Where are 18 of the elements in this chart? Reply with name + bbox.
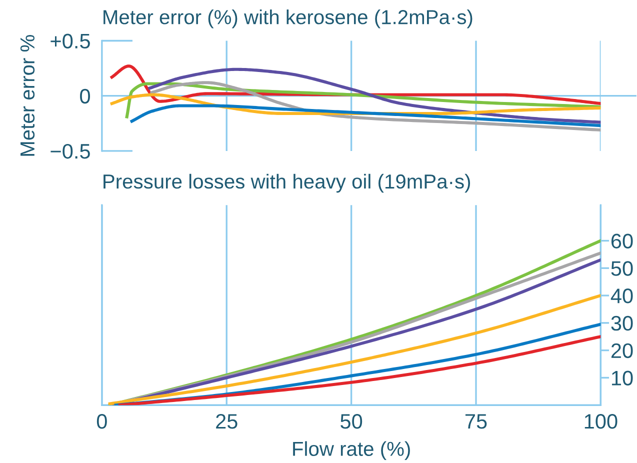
chart-title: Pressure losses with heavy oil (19mPa·s): [104, 174, 470, 193]
x-tick-label: 50: [340, 414, 362, 429]
x-tick-label: 100: [584, 414, 618, 429]
x-tick-label: 75: [465, 414, 487, 429]
chart-title: Meter error (%) with kerosene (1.2mPa·s): [104, 9, 472, 28]
y-tick-label: 40: [610, 288, 633, 304]
x-tick-label: 25: [216, 414, 238, 429]
y-axis-title: Meter error %: [20, 35, 35, 156]
y-tick-label: 0: [80, 88, 90, 104]
y-tick-label: +0.5: [50, 34, 90, 48]
x-axis-title: Flow rate (%): [293, 441, 410, 460]
y-tick-label: 30: [611, 316, 633, 331]
x-tick-label: 0: [96, 414, 107, 429]
y-tick-label: −0.5: [50, 144, 90, 159]
y-tick-label: 60: [611, 234, 633, 248]
y-tick-label: 20: [611, 343, 633, 358]
y-tick-label: 50: [611, 261, 633, 276]
y-tick-label: 10: [612, 370, 633, 386]
